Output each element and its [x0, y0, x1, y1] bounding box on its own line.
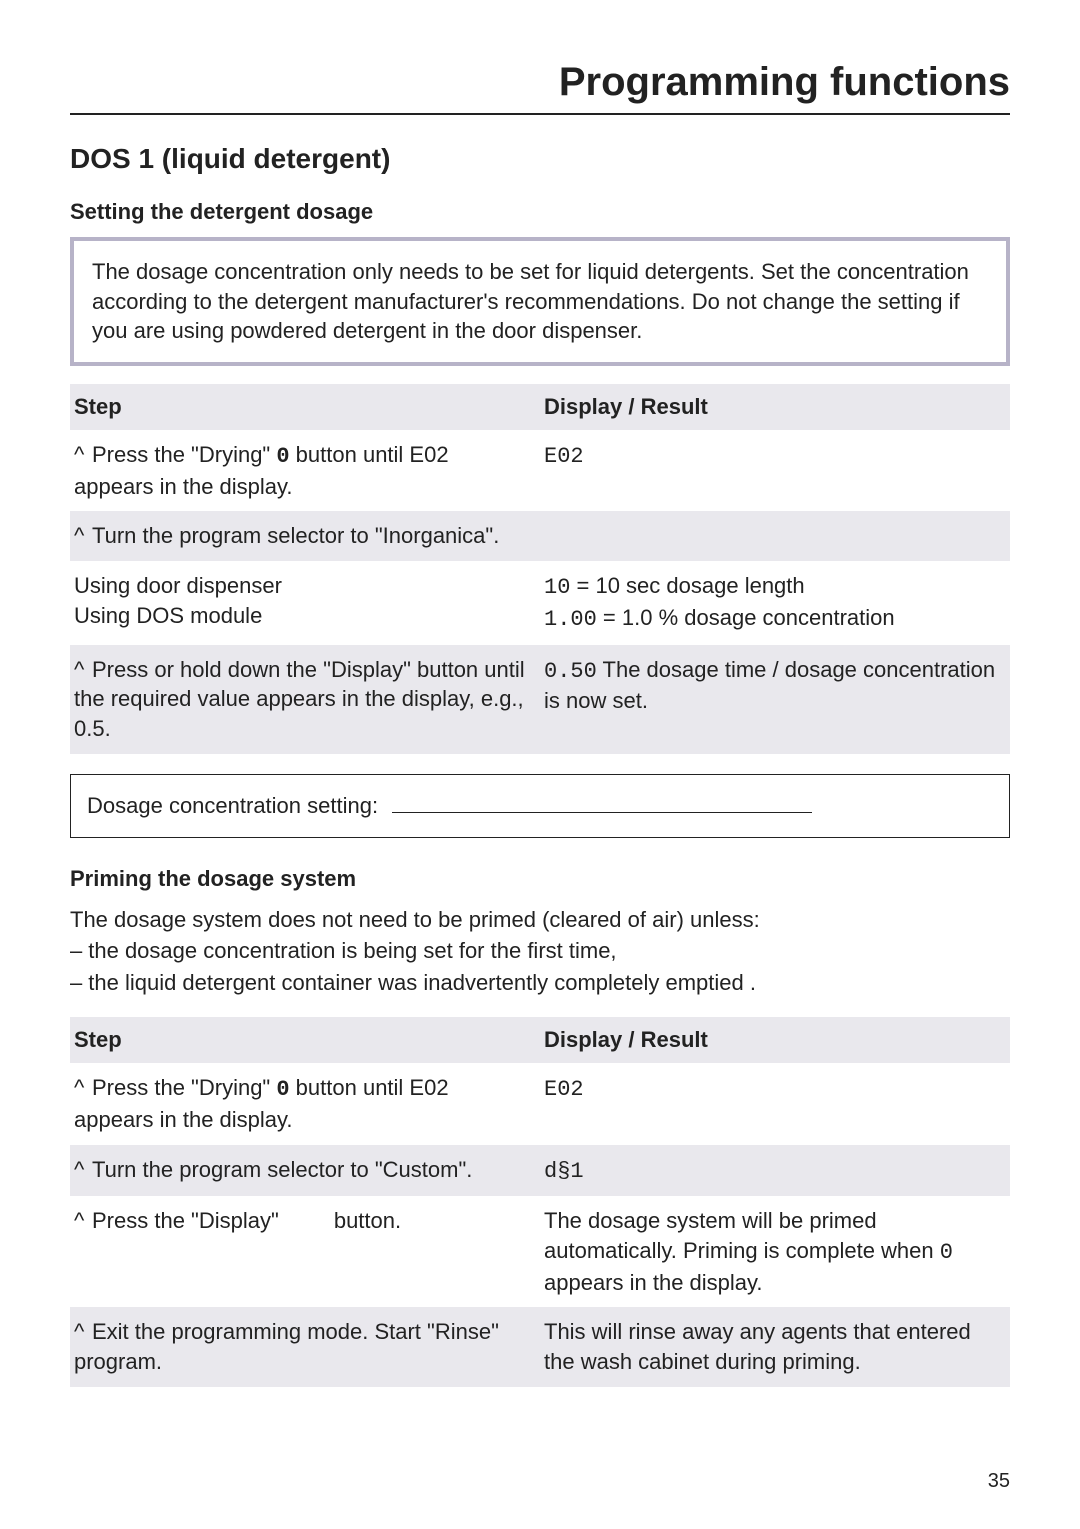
- result-text: This will rinse away any agents that ent…: [544, 1319, 971, 1374]
- display-code: E02: [544, 1077, 584, 1102]
- step-text: Press the "Display": [92, 1208, 285, 1233]
- table-row: ^ Turn the program selector to "Custom".…: [70, 1145, 1010, 1197]
- step-text: Turn the program selector to "Custom".: [92, 1157, 472, 1182]
- dosage-subheading: Setting the detergent dosage: [70, 199, 1010, 225]
- info-box: The dosage concentration only needs to b…: [70, 237, 1010, 366]
- display-code: 0.50: [544, 659, 597, 684]
- drying-symbol-icon: 0: [276, 444, 289, 469]
- table-header-row: Step Display / Result: [70, 1017, 1010, 1063]
- fillin-line[interactable]: [392, 812, 812, 813]
- caret-icon: ^: [74, 655, 92, 685]
- display-code: E02: [544, 444, 584, 469]
- table-row: ^ Exit the programming mode. Start "Rins…: [70, 1307, 1010, 1386]
- table-row: ^ Press the "Drying" 0 button until E02 …: [70, 1063, 1010, 1144]
- intro-text: The dosage system does not need to be pr…: [70, 904, 1010, 936]
- bullet-text: the dosage concentration is being set fo…: [88, 938, 616, 963]
- bullet-text: the liquid detergent container was inadv…: [88, 970, 756, 995]
- table-row: ^ Turn the program selector to "Inorgani…: [70, 511, 1010, 561]
- col-result: Display / Result: [540, 1017, 1010, 1063]
- col-step: Step: [70, 384, 540, 430]
- display-code: 10: [544, 575, 570, 600]
- table-header-row: Step Display / Result: [70, 384, 1010, 430]
- step-text: Press or hold down the "Display" button …: [74, 657, 525, 741]
- title-rule: [70, 113, 1010, 115]
- col-result: Display / Result: [540, 384, 1010, 430]
- result-text: appears in the display.: [544, 1270, 763, 1295]
- result-text: The dosage time / dosage concentration i…: [544, 657, 995, 714]
- section-heading: DOS 1 (liquid detergent): [70, 143, 1010, 175]
- caret-icon: ^: [74, 440, 92, 470]
- fillin-box: Dosage concentration setting:: [70, 774, 1010, 838]
- caret-icon: ^: [74, 521, 92, 551]
- gap: [285, 1208, 334, 1233]
- caret-icon: ^: [74, 1206, 92, 1236]
- step-text: Using door dispenser: [74, 571, 532, 601]
- page-number: 35: [988, 1470, 1010, 1493]
- fillin-label: Dosage concentration setting:: [87, 793, 378, 818]
- drying-symbol-icon: 0: [276, 1077, 289, 1102]
- dosage-table: Step Display / Result ^ Press the "Dryin…: [70, 384, 1010, 754]
- step-text: Turn the program selector to "Inorganica…: [92, 523, 499, 548]
- dash-icon: –: [70, 970, 82, 995]
- caret-icon: ^: [74, 1155, 92, 1185]
- caret-icon: ^: [74, 1317, 92, 1347]
- dash-icon: –: [70, 938, 82, 963]
- col-step: Step: [70, 1017, 540, 1063]
- display-code: d§1: [544, 1159, 584, 1184]
- table-row: ^ Press the "Drying" 0 button until E02 …: [70, 430, 1010, 511]
- table-row: Using door dispenser Using DOS module 10…: [70, 561, 1010, 644]
- step-text: Exit the programming mode. Start "Rinse"…: [74, 1319, 499, 1374]
- result-text: = 1.0 % dosage concentration: [597, 605, 895, 630]
- step-text: Using DOS module: [74, 601, 532, 631]
- page-title: Programming functions: [70, 60, 1010, 105]
- table-row: ^ Press or hold down the "Display" butto…: [70, 645, 1010, 754]
- priming-subheading: Priming the dosage system: [70, 866, 1010, 892]
- display-code: 1.00: [544, 607, 597, 632]
- caret-icon: ^: [74, 1073, 92, 1103]
- result-text: The dosage system will be primed automat…: [544, 1208, 940, 1263]
- display-code: 0: [940, 1240, 953, 1265]
- priming-intro: The dosage system does not need to be pr…: [70, 904, 1010, 1000]
- step-text: button.: [334, 1208, 401, 1233]
- step-text: Press the "Drying": [92, 442, 276, 467]
- result-text: = 10 sec dosage length: [570, 573, 804, 598]
- priming-table: Step Display / Result ^ Press the "Dryin…: [70, 1017, 1010, 1387]
- table-row: ^ Press the "Display" button. The dosage…: [70, 1196, 1010, 1307]
- step-text: Press the "Drying": [92, 1075, 276, 1100]
